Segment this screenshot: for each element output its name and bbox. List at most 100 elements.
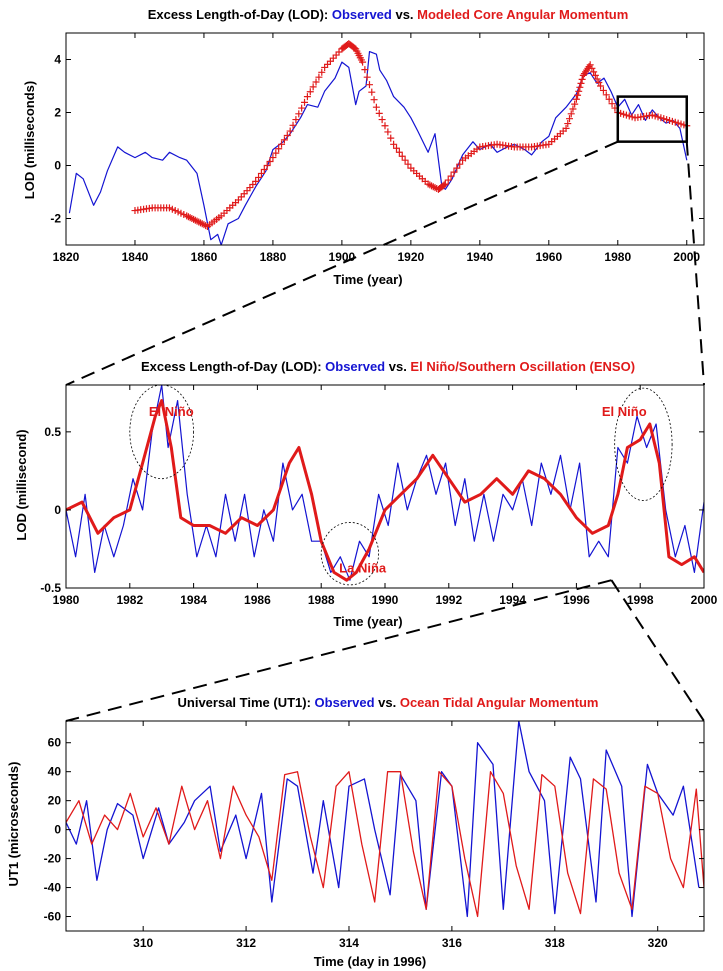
plus-marker	[375, 109, 383, 117]
plus-marker	[575, 87, 583, 95]
plus-marker	[574, 91, 582, 99]
plus-marker	[292, 116, 300, 124]
plus-marker	[444, 176, 452, 184]
plus-marker	[567, 110, 575, 118]
plus-marker	[597, 82, 605, 90]
plus-marker	[578, 75, 586, 83]
y-tick-label: 0	[54, 823, 61, 837]
title-prefix: Excess Length-of-Day (LOD):	[141, 359, 325, 374]
enso-lod-title: Excess Length-of-Day (LOD): Observed vs.…	[141, 359, 635, 374]
zoom-connector-line	[610, 579, 705, 722]
y-tick-label: -20	[44, 852, 62, 866]
plus-marker	[595, 78, 603, 86]
plus-marker	[569, 105, 577, 113]
plus-marker	[572, 95, 580, 103]
title-observed: Observed	[332, 7, 392, 22]
y-tick-label: 60	[48, 736, 62, 750]
plus-marker	[440, 181, 448, 189]
plus-marker	[566, 115, 574, 123]
plus-marker	[269, 154, 277, 162]
enso-event-circle	[129, 385, 194, 480]
x-tick-label: 320	[648, 936, 668, 950]
x-tick-label: 1840	[122, 250, 149, 264]
plus-marker	[447, 172, 455, 180]
series-modeled-line	[66, 399, 704, 582]
zoom-connector-line	[685, 141, 705, 386]
plus-marker	[404, 160, 412, 168]
plus-marker	[450, 168, 458, 176]
plus-marker	[263, 162, 271, 169]
plus-marker	[605, 95, 613, 103]
series-observed-line	[66, 721, 700, 918]
x-axis-label: Time (year)	[333, 272, 402, 287]
plus-marker	[384, 128, 392, 136]
zoom-connector-line	[65, 140, 619, 386]
y-tick-label: -60	[44, 910, 62, 924]
plus-marker	[378, 116, 386, 124]
plus-marker	[283, 131, 291, 139]
ut1-plot: 310 312 314 316 318 320 -60 -40 -20 0 20 40 60	[44, 720, 705, 950]
plus-marker	[390, 140, 398, 148]
plot-frame	[65, 32, 705, 246]
x-tick-label: 1880	[260, 250, 287, 264]
title-mid: vs.	[375, 695, 400, 710]
core-lod-title: Excess Length-of-Day (LOD): Observed vs.…	[148, 7, 629, 22]
y-tick-label: 0.5	[44, 425, 61, 439]
plus-marker	[593, 75, 601, 83]
plot-frame	[65, 720, 705, 932]
y-tick-label: 2	[54, 106, 61, 120]
plus-marker	[372, 103, 380, 111]
plus-marker	[255, 173, 263, 181]
x-tick-label: 1998	[627, 593, 654, 607]
plus-marker	[370, 96, 378, 104]
x-tick-label: 1820	[53, 250, 80, 264]
plus-marker	[586, 61, 594, 69]
plus-marker	[591, 71, 599, 79]
x-tick-label: 1982	[116, 593, 143, 607]
plus-marker	[363, 73, 371, 81]
enso-event-circle	[320, 522, 380, 586]
y-axis-label: UT1 (microseconds)	[6, 762, 21, 887]
ut1-panel: Universal Time (UT1): Observed vs. Ocean…	[6, 695, 705, 969]
x-tick-label: 1986	[244, 593, 271, 607]
plus-marker	[456, 160, 464, 168]
title-mid: vs.	[392, 7, 417, 22]
annotation-label: El Niño	[602, 404, 647, 419]
plus-marker	[272, 149, 280, 157]
x-tick-label: 1960	[535, 250, 562, 264]
annotation-label: La Niña	[339, 560, 387, 575]
title-observed: Observed	[325, 359, 385, 374]
y-tick-label: 0	[54, 503, 61, 517]
plus-marker	[359, 58, 367, 66]
zoom-connector-line	[65, 579, 612, 722]
plus-marker	[266, 158, 274, 166]
core-lod-panel: Excess Length-of-Day (LOD): Observed vs.…	[22, 7, 705, 287]
x-tick-label: 1990	[372, 593, 399, 607]
plus-marker	[365, 81, 373, 89]
y-tick-label: -40	[44, 881, 62, 895]
title-modeled: Ocean Tidal Angular Momentum	[400, 695, 599, 710]
plus-marker	[401, 156, 409, 164]
plus-marker	[588, 64, 596, 72]
plus-marker	[395, 148, 403, 156]
x-tick-label: 318	[545, 936, 565, 950]
core-lod-plot: 1820 1840 1860 1880 1900 1920 1940 1960 1980 2000…	[50, 32, 705, 264]
title-prefix: Universal Time (UT1):	[178, 695, 315, 710]
plus-marker	[260, 165, 268, 173]
plus-marker	[562, 124, 570, 132]
x-tick-label: 316	[442, 936, 462, 950]
y-axis-label: LOD (milliseconds)	[22, 81, 37, 199]
plus-marker	[275, 145, 283, 153]
enso-lod-panel: Excess Length-of-Day (LOD): Observed vs.…	[14, 359, 718, 629]
plus-marker	[303, 93, 311, 101]
plus-marker	[289, 121, 297, 129]
x-tick-label: 1984	[180, 593, 207, 607]
y-tick-label: -0.5	[40, 581, 61, 595]
plus-marker	[590, 68, 598, 76]
plus-marker	[298, 104, 306, 112]
plus-marker	[392, 144, 400, 152]
title-modeled: Modeled Core Angular Momentum	[417, 7, 628, 22]
enso-lod-plot: El Niño La Niña El Niño 1980 1982 1984 1986 198…	[40, 384, 718, 607]
plus-marker	[315, 73, 323, 81]
x-tick-label: 1988	[308, 593, 335, 607]
